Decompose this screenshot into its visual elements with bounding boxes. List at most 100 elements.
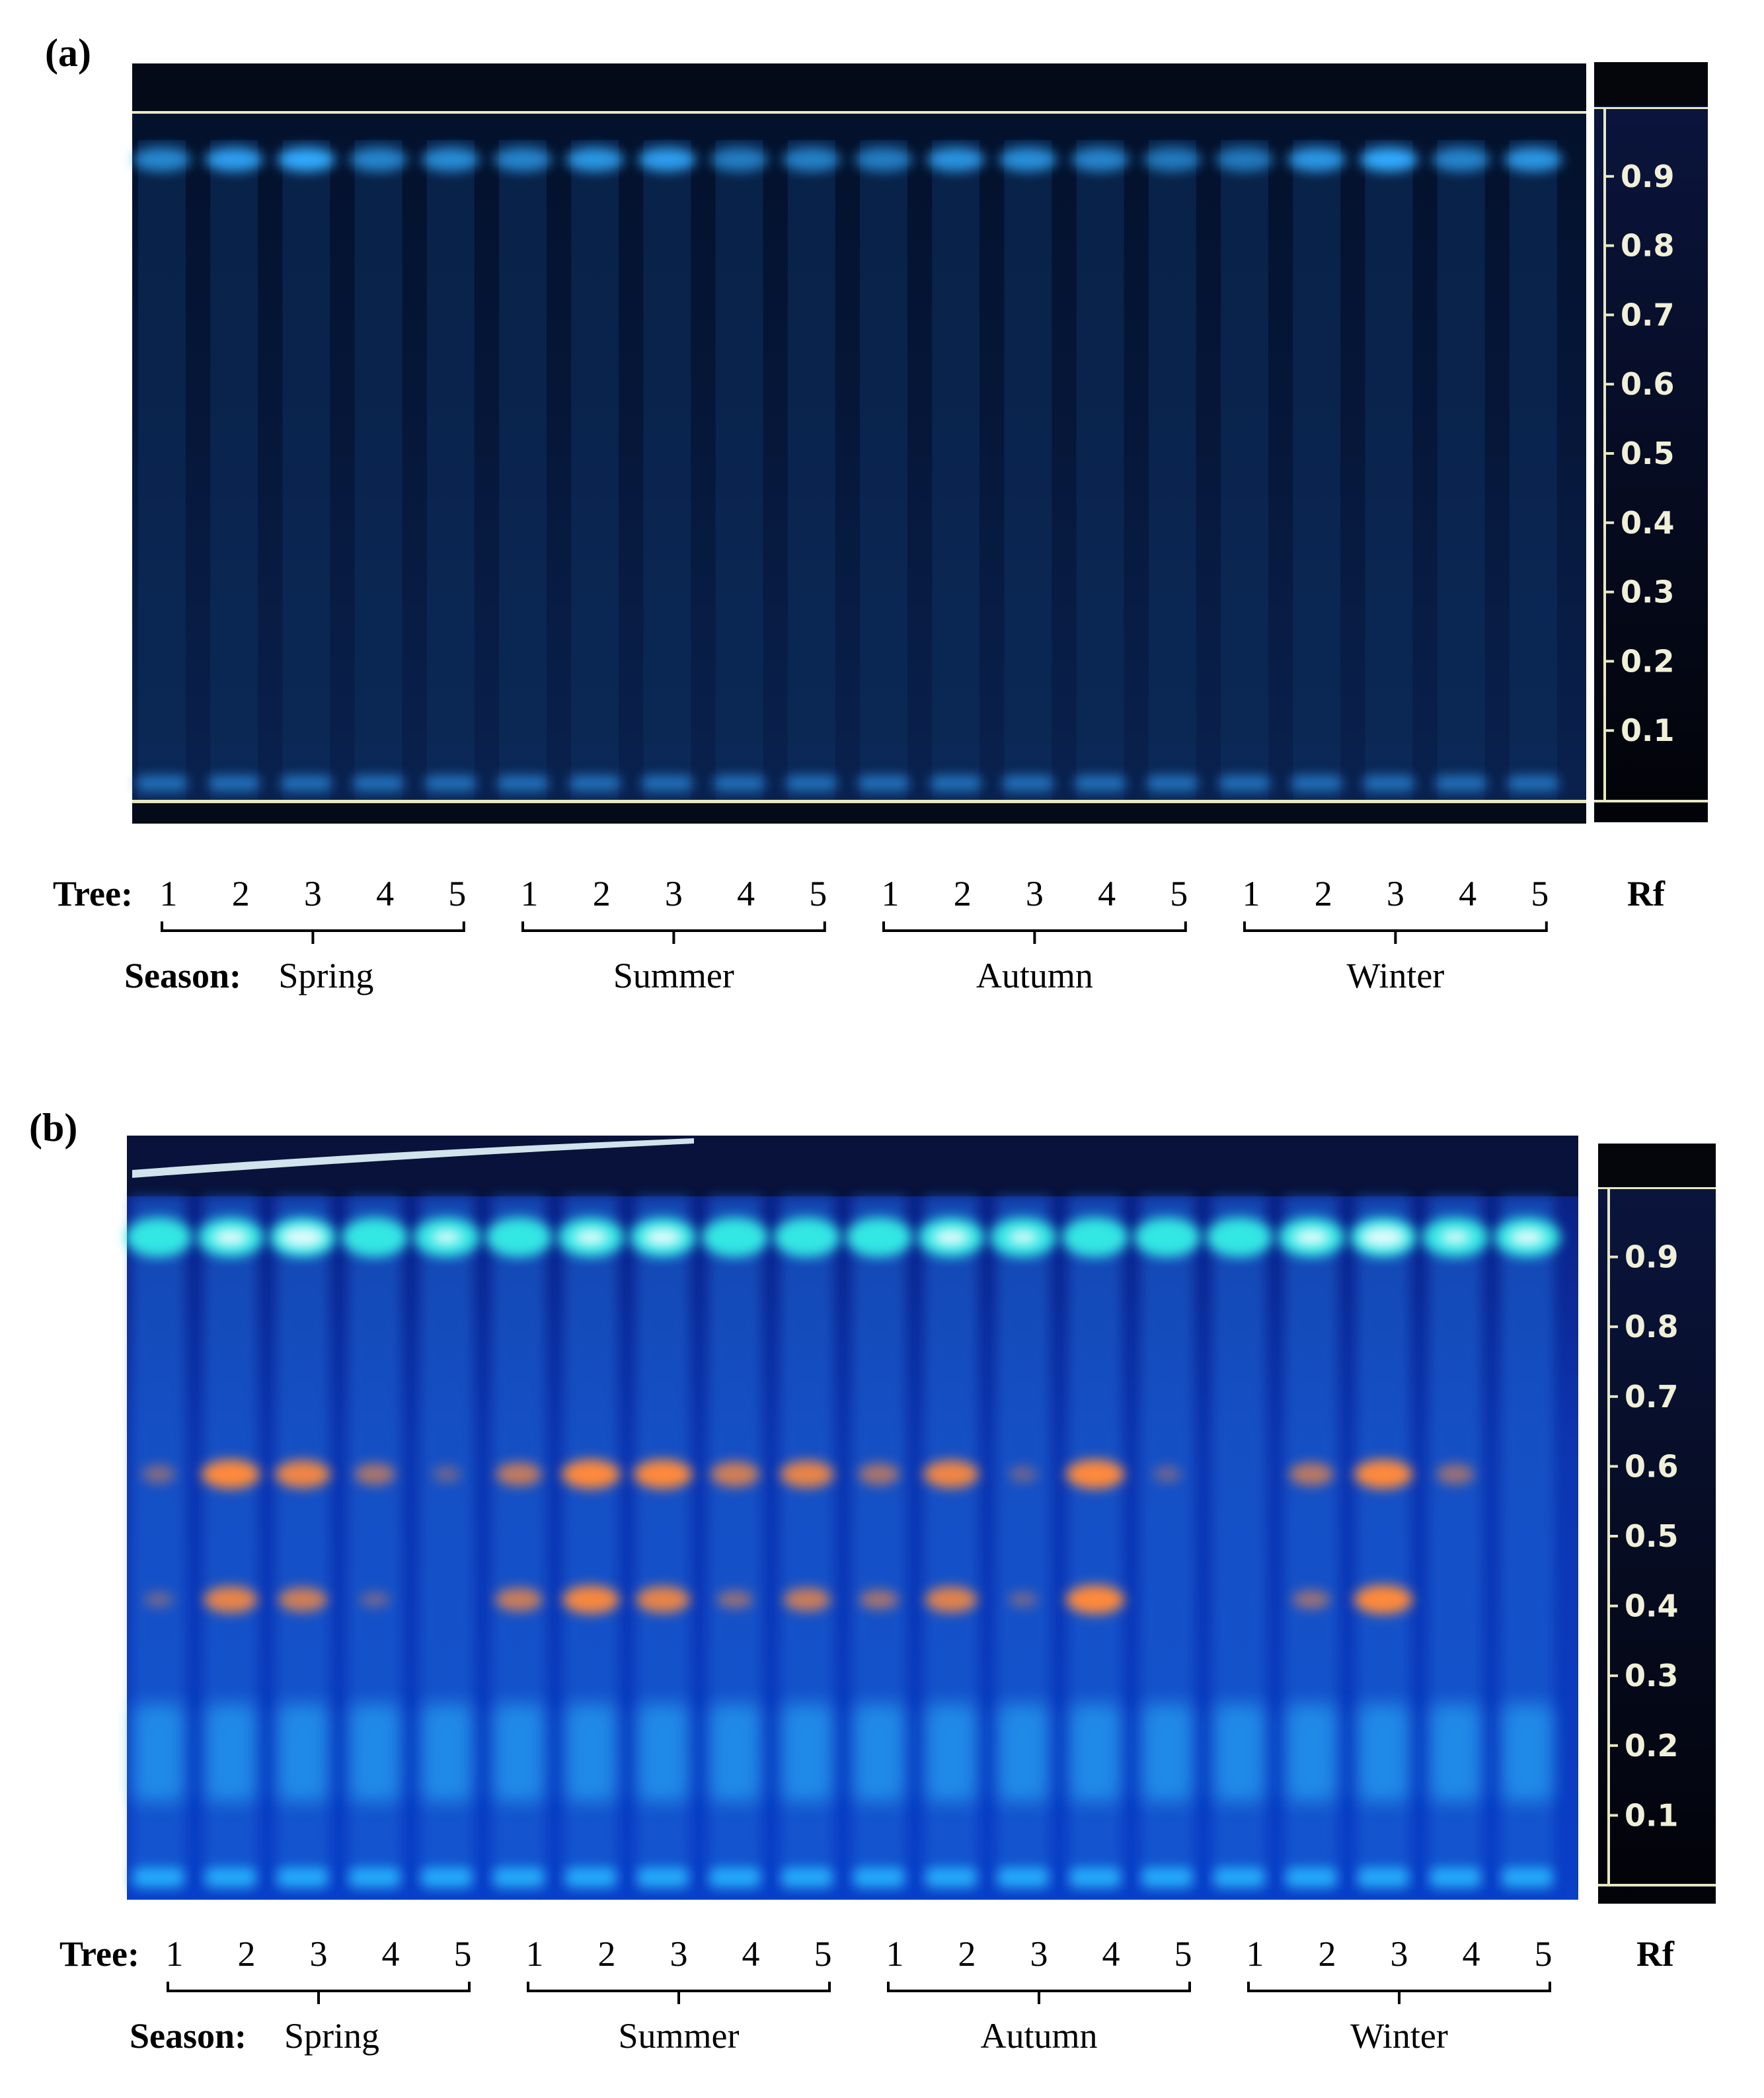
panel-b: (b) 0.9 0.8 0.7 0.6 0.5 0.4 0.3 0.2 0.1 Tree: Rf… (29, 1106, 1716, 2056)
band-b-orange-041-9 (716, 1590, 753, 1609)
lane-a-5 (426, 140, 475, 801)
band-a-origin-14 (1075, 776, 1126, 791)
band-b-top-core-17 (1293, 1228, 1330, 1246)
band-b-orange-059-9 (710, 1461, 759, 1487)
band-a-origin-9 (714, 776, 765, 791)
band-b-origin-17 (1286, 1868, 1336, 1886)
band-a-origin-11 (859, 776, 909, 791)
band-b-lower-13 (998, 1703, 1048, 1802)
band-b-origin-19 (1430, 1868, 1480, 1886)
band-b-top-core-20 (1509, 1228, 1546, 1246)
band-a-origin-19 (1436, 776, 1486, 791)
band-b-top-1 (126, 1217, 192, 1257)
tree-number: 3 (665, 874, 683, 913)
tree-number: 1 (1246, 1934, 1264, 1974)
rf-tick-label: 0.6 (1625, 1448, 1679, 1484)
band-a-origin-4 (353, 776, 404, 791)
plate-a (132, 63, 1586, 824)
panel-a: (a) 0.9 0.8 0.7 0.6 0.5 0.4 0.3 0.2 0.1 Tree: Rf… (45, 31, 1708, 995)
band-b-orange-041-6 (495, 1588, 543, 1612)
season-label: Season: (124, 956, 241, 995)
lane-a-20 (1509, 140, 1557, 801)
band-b-lower-11 (854, 1703, 904, 1802)
band-b-top-core-3 (280, 1226, 325, 1248)
tree-number: 2 (1315, 874, 1332, 913)
tree-number: 1 (882, 874, 900, 913)
band-b-orange-041-8 (636, 1586, 690, 1613)
band-a-top-4 (349, 147, 408, 172)
lane-a-8 (643, 140, 691, 801)
rf-tick-label: 0.7 (1625, 1379, 1679, 1415)
band-a-origin-3 (281, 776, 332, 791)
band-b-orange-059-15 (1153, 1465, 1182, 1483)
tree-number: 3 (1387, 874, 1404, 913)
tree-number: 1 (166, 1934, 184, 1974)
tree-number: 5 (1170, 874, 1188, 913)
band-b-origin-18 (1358, 1868, 1408, 1886)
band-a-top-13 (999, 147, 1057, 172)
band-b-top-core-12 (933, 1228, 970, 1246)
season-bracket (1247, 1982, 1551, 2004)
band-b-origin-7 (566, 1868, 616, 1886)
lane-a-9 (715, 140, 763, 801)
band-a-origin-12 (931, 776, 981, 791)
rf-tick-label: 0.5 (1621, 436, 1675, 471)
band-b-lower-14 (1070, 1703, 1120, 1802)
band-a-top-17 (1287, 147, 1346, 172)
band-b-lower-15 (1142, 1703, 1192, 1802)
lane-a-11 (860, 140, 907, 801)
lane-a-17 (1293, 140, 1341, 801)
lane-a-12 (932, 140, 980, 801)
season-name: Spring (278, 956, 373, 995)
band-b-orange-059-12 (923, 1460, 979, 1489)
band-b-orange-059-14 (1066, 1459, 1124, 1489)
band-a-origin-6 (498, 776, 548, 791)
tree-number: 2 (232, 874, 250, 913)
band-b-orange-041-3 (278, 1587, 327, 1612)
band-b-origin-10 (782, 1868, 832, 1886)
band-a-origin-10 (786, 776, 837, 791)
tree-number: 3 (670, 1934, 688, 1974)
band-b-lower-12 (926, 1703, 976, 1802)
rf-tick-label: 0.3 (1621, 574, 1675, 610)
band-a-top-20 (1504, 147, 1562, 172)
band-b-orange-059-2 (202, 1459, 260, 1489)
lane-a-19 (1437, 140, 1485, 801)
band-b-origin-5 (422, 1868, 472, 1886)
band-b-top-10 (774, 1217, 840, 1257)
band-b-origin-13 (998, 1868, 1048, 1886)
band-b-top-core-2 (212, 1228, 249, 1246)
band-b-lower-1 (134, 1703, 184, 1802)
season-bracket (521, 921, 826, 944)
band-a-top-15 (1143, 147, 1202, 172)
band-b-orange-059-13 (1009, 1465, 1038, 1483)
tree-number: 4 (382, 1934, 400, 1974)
band-b-lower-20 (1502, 1703, 1553, 1802)
band-b-orange-041-18 (1354, 1584, 1412, 1614)
band-b-orange-059-7 (562, 1459, 620, 1489)
band-a-origin-16 (1219, 776, 1270, 791)
tree-number: 4 (1463, 1934, 1480, 1974)
band-a-origin-13 (1003, 776, 1054, 791)
band-a-top-10 (782, 147, 841, 172)
band-b-origin-15 (1142, 1868, 1192, 1886)
tree-number: 5 (448, 874, 466, 913)
band-b-orange-041-10 (783, 1588, 831, 1612)
band-b-orange-059-10 (780, 1460, 834, 1488)
band-a-top-1 (133, 147, 191, 172)
tree-number: 2 (593, 874, 611, 913)
band-b-orange-041-2 (204, 1586, 258, 1613)
band-b-top-14 (1062, 1217, 1128, 1257)
band-b-origin-3 (278, 1868, 328, 1886)
band-b-lower-8 (638, 1703, 688, 1802)
band-b-origin-14 (1070, 1868, 1120, 1886)
tree-number: 3 (1391, 1934, 1408, 1974)
band-b-origin-16 (1214, 1868, 1264, 1886)
season-name: Summer (619, 2016, 740, 2056)
band-b-origin-2 (206, 1868, 256, 1886)
lane-a-15 (1148, 140, 1196, 801)
band-b-top-16 (1206, 1217, 1272, 1257)
band-a-origin-15 (1147, 776, 1198, 791)
band-b-lower-4 (350, 1703, 400, 1802)
tree-number: 1 (521, 874, 539, 913)
